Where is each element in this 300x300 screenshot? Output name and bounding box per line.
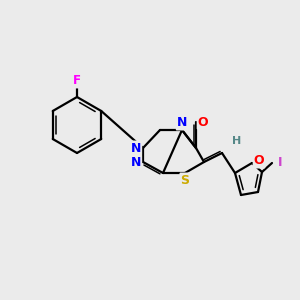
Text: N: N xyxy=(131,155,141,169)
Text: F: F xyxy=(73,74,81,88)
Text: O: O xyxy=(254,154,264,167)
Text: N: N xyxy=(131,142,141,154)
Text: N: N xyxy=(177,116,187,130)
Text: S: S xyxy=(181,173,190,187)
Text: O: O xyxy=(198,116,208,128)
Text: I: I xyxy=(278,157,282,169)
Text: H: H xyxy=(232,136,242,146)
